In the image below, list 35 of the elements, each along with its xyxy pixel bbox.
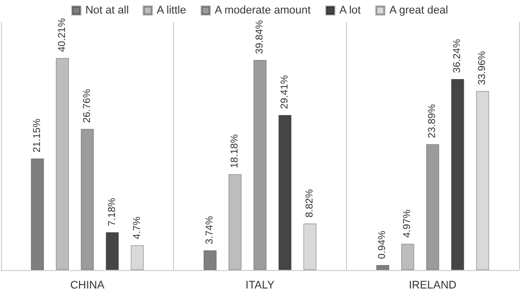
data-label: 36.24% bbox=[452, 38, 464, 73]
data-label: 4.97% bbox=[402, 209, 414, 238]
bar bbox=[56, 58, 69, 270]
bar bbox=[106, 232, 119, 270]
data-label: 7.18% bbox=[106, 198, 118, 226]
data-label: 18.18% bbox=[230, 134, 241, 168]
legend-label: A lot bbox=[339, 4, 361, 16]
data-label: 21.15% bbox=[32, 118, 43, 153]
x-tick-label: CHINA bbox=[70, 280, 106, 292]
bar bbox=[204, 250, 217, 270]
x-tick-label: IRELAND bbox=[408, 280, 457, 292]
data-label: 33.96% bbox=[477, 50, 488, 85]
legend-label: A little bbox=[156, 4, 186, 16]
bar bbox=[30, 158, 44, 270]
bar bbox=[451, 78, 464, 270]
legend-label: A great deal bbox=[389, 4, 448, 16]
data-label: 26.76% bbox=[82, 88, 93, 123]
bar bbox=[401, 244, 414, 270]
data-label: 39.84% bbox=[254, 20, 266, 54]
bar bbox=[228, 174, 242, 270]
data-label: 0.94% bbox=[377, 230, 388, 260]
data-label: 8.82% bbox=[304, 189, 316, 218]
data-label: 23.89% bbox=[427, 104, 438, 138]
bar bbox=[278, 114, 292, 270]
legend-label: Not at all bbox=[85, 4, 129, 16]
bar bbox=[254, 60, 266, 270]
x-tick-label: ITALY bbox=[246, 280, 276, 292]
legend-label: A moderate amount bbox=[214, 4, 311, 16]
data-label: 40.21% bbox=[56, 18, 68, 52]
bar bbox=[80, 128, 94, 270]
data-label: 4.7% bbox=[132, 216, 143, 240]
data-label: 29.41% bbox=[279, 74, 290, 109]
bar bbox=[426, 144, 440, 270]
data-label: 3.74% bbox=[204, 216, 216, 244]
bar bbox=[376, 265, 390, 270]
